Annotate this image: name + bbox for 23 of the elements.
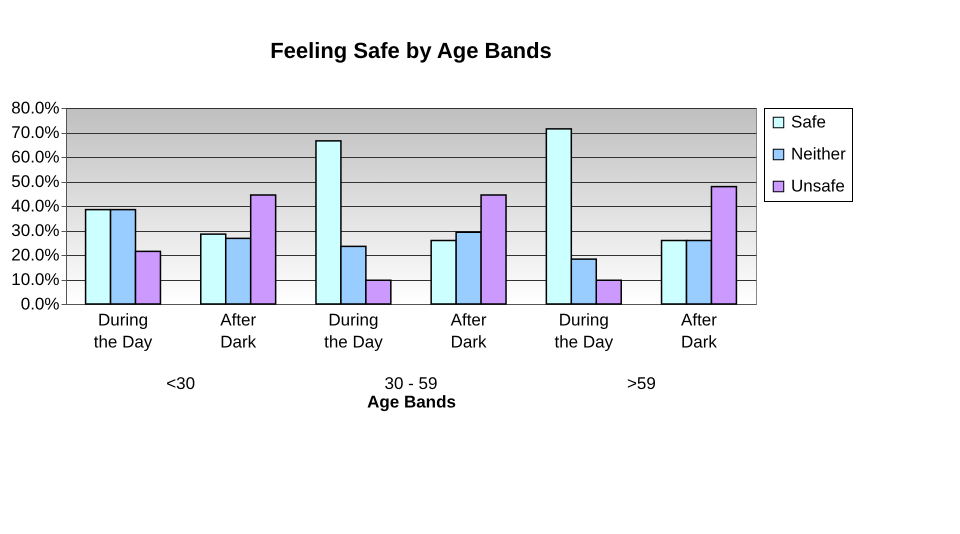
y-tick-label: 40.0% [11,196,60,216]
y-tick-label: 30.0% [11,221,60,240]
text: >59 [626,374,656,393]
y-tick-label: 20.0% [11,246,60,264]
x-tick-label: After Dark [450,310,488,352]
y-tick-label: 60.0% [11,148,60,166]
x-tick-label: During the Day [324,310,384,352]
y-tick-label: 10.0% [11,270,60,289]
legend-label: Neither [791,144,846,164]
chart-title: Feeling Safe by Age Bands [270,38,552,63]
x-axis-title: Age Bands [367,392,456,412]
legend-label: Safe [791,112,826,132]
legend-label: Unsafe [791,176,845,196]
x-tick-label: After Dark [681,310,718,352]
x-tick-label: During the Day [554,310,614,352]
y-tick-label: 70.0% [11,123,60,142]
x-tick-label: During the Day [94,310,153,352]
y-tick-label: 80.0% [11,98,60,118]
y-tick-label: 50.0% [11,172,60,191]
y-tick-label: 0.0% [20,294,60,314]
x-tick-label: After Dark [220,310,257,352]
text: 30 - 59 [384,374,438,393]
text: <30 [166,374,196,393]
